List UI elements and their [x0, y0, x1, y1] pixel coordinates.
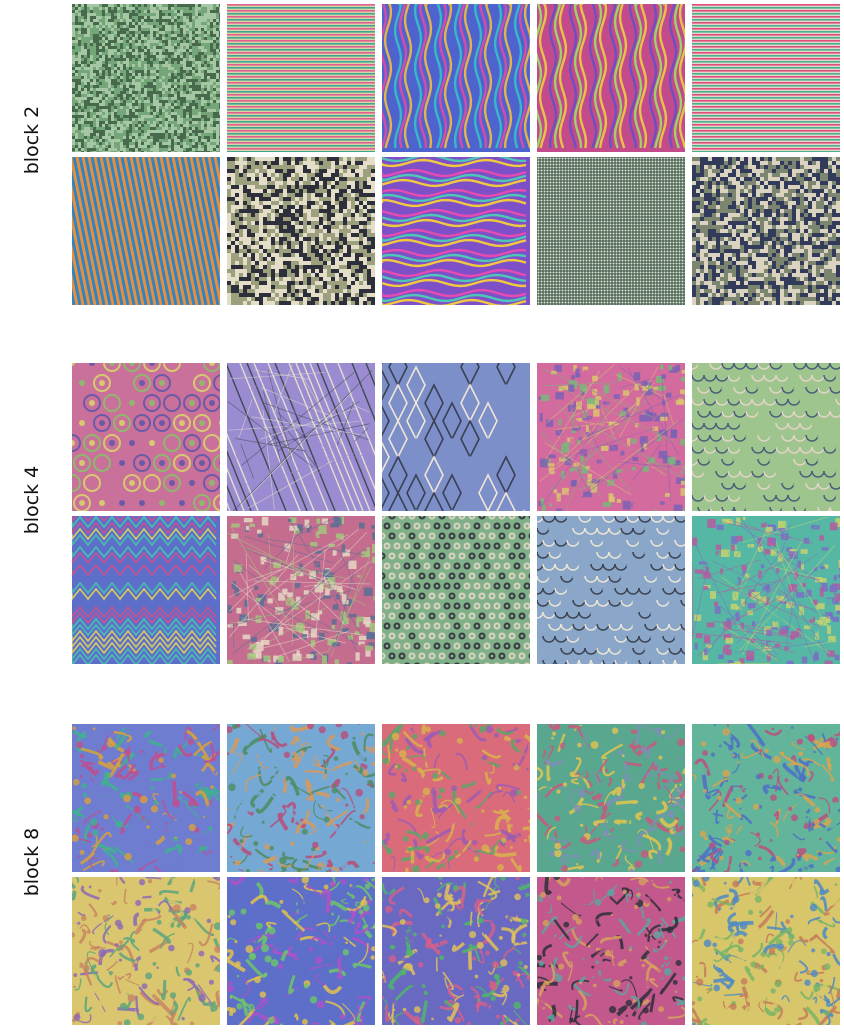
feature-visualization-tile	[382, 4, 530, 152]
feature-visualization-tile	[227, 363, 375, 511]
feature-visualization-tile	[537, 157, 685, 305]
feature-visualization-image	[227, 4, 375, 152]
feature-visualization-tile	[227, 877, 375, 1025]
feature-visualization-image	[382, 363, 530, 511]
block-label: block 8	[21, 827, 43, 897]
feature-visualization-image	[72, 877, 220, 1025]
feature-visualization-tile	[227, 724, 375, 872]
feature-visualization-tile	[72, 516, 220, 664]
feature-visualization-image	[537, 877, 685, 1025]
feature-visualization-tile	[72, 4, 220, 152]
feature-visualization-tile	[537, 363, 685, 511]
feature-visualization-tile	[692, 877, 840, 1025]
feature-visualization-tile	[692, 363, 840, 511]
feature-visualization-tile	[692, 4, 840, 152]
feature-visualization-tile	[382, 877, 530, 1025]
feature-visualization-image	[227, 877, 375, 1025]
feature-visualization-image	[537, 4, 685, 152]
feature-visualization-tile	[72, 724, 220, 872]
feature-visualization-tile	[227, 516, 375, 664]
feature-visualization-tile	[537, 4, 685, 152]
feature-visualization-tile	[72, 157, 220, 305]
feature-visualization-image	[382, 516, 530, 664]
feature-visualization-tile	[692, 724, 840, 872]
feature-visualization-tile	[382, 516, 530, 664]
feature-visualization-image	[227, 363, 375, 511]
feature-visualization-image	[72, 4, 220, 152]
feature-visualization-tile	[692, 516, 840, 664]
feature-visualization-image	[537, 157, 685, 305]
feature-visualization-image	[537, 363, 685, 511]
feature-visualization-image	[537, 724, 685, 872]
feature-visualization-image	[227, 724, 375, 872]
feature-visualization-image	[72, 157, 220, 305]
feature-visualization-tile	[227, 4, 375, 152]
feature-visualization-tile	[382, 363, 530, 511]
feature-visualization-tile	[537, 724, 685, 872]
feature-visualization-image	[382, 724, 530, 872]
feature-visualization-tile	[382, 724, 530, 872]
feature-visualization-image	[382, 4, 530, 152]
feature-visualization-image	[692, 4, 840, 152]
feature-visualization-image	[692, 363, 840, 511]
feature-visualization-image	[692, 516, 840, 664]
feature-visualization-image	[72, 516, 220, 664]
feature-visualization-image	[227, 157, 375, 305]
feature-visualization-tile	[72, 363, 220, 511]
feature-visualization-tile	[692, 157, 840, 305]
feature-visualization-tile	[537, 516, 685, 664]
block-label: block 4	[21, 465, 43, 535]
feature-visualization-image	[227, 516, 375, 664]
block-label: block 2	[21, 105, 43, 175]
feature-visualization-tile	[537, 877, 685, 1025]
feature-visualization-image	[72, 724, 220, 872]
feature-visualization-image	[72, 363, 220, 511]
feature-visualization-tile	[227, 157, 375, 305]
feature-visualization-image	[692, 877, 840, 1025]
feature-visualization-image	[537, 516, 685, 664]
feature-visualization-tile	[72, 877, 220, 1025]
feature-visualization-image	[692, 724, 840, 872]
feature-visualization-image	[692, 157, 840, 305]
feature-visualization-tile	[382, 157, 530, 305]
feature-visualization-image	[382, 877, 530, 1025]
feature-visualization-image	[382, 157, 530, 305]
